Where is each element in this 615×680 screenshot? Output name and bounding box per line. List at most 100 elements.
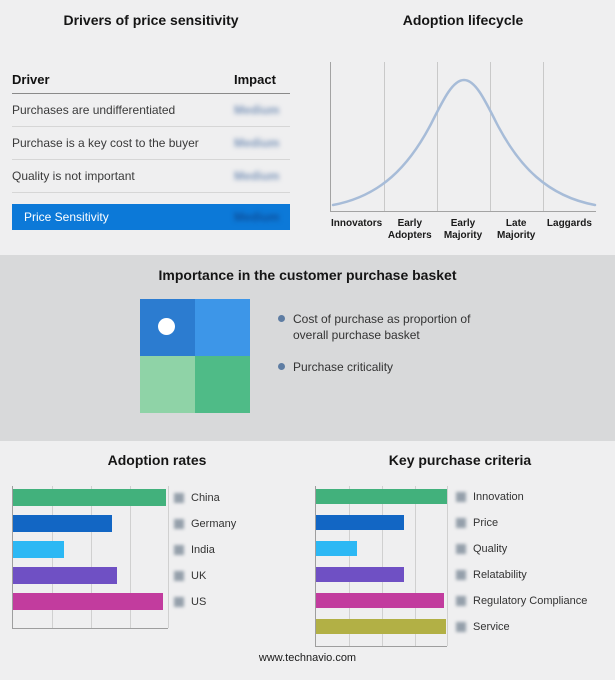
legend-item: Service — [456, 619, 510, 634]
bar-innovation — [316, 489, 447, 504]
lifecycle-curve-path — [331, 78, 597, 207]
lifecycle-stage-labels: Innovators Early Adopters Early Majority… — [330, 218, 596, 242]
bar-price — [316, 515, 404, 530]
driver-cell: Quality is not important — [12, 169, 135, 183]
table-row: Purchase is a key cost to the buyer Medi… — [12, 127, 290, 160]
lifecycle-title: Adoption lifecycle — [402, 12, 524, 28]
price-sensitivity-summary-row: Price Sensitivity Medium — [12, 204, 290, 230]
legend-item: China — [174, 489, 220, 506]
legend-item: India — [174, 541, 215, 558]
legend-icon-blurred — [174, 596, 184, 607]
legend-label-service: Service — [473, 620, 510, 633]
bullet-icon — [278, 315, 285, 322]
legend-icon-blurred — [174, 544, 184, 555]
bullet-item: Purchase criticality — [278, 359, 500, 375]
bar-germany — [13, 515, 113, 532]
impact-value-blurred: Medium — [234, 103, 280, 117]
stage-label-early-adopters: Early Adopters — [387, 218, 432, 241]
bar-china — [13, 489, 167, 506]
drivers-table-header: Driver Impact — [12, 66, 290, 94]
drivers-table: Driver Impact Purchases are undifferenti… — [12, 66, 290, 230]
legend-icon-blurred — [456, 491, 466, 502]
quadrant-bottom-right — [195, 356, 250, 413]
driver-cell: Purchase is a key cost to the buyer — [12, 136, 199, 150]
bar-quality — [316, 541, 357, 556]
lifecycle-curve — [331, 78, 597, 207]
key-purchase-plot — [315, 486, 448, 647]
legend-icon-blurred — [456, 569, 466, 580]
gridline — [130, 486, 131, 628]
basket-band: Importance in the customer purchase bask… — [0, 255, 615, 441]
stage-label-late-majority: Late Majority — [497, 218, 536, 241]
gridline — [168, 486, 169, 628]
legend-icon-blurred — [456, 543, 466, 554]
legend-item: UK — [174, 567, 206, 584]
legend-label-us: US — [191, 595, 207, 608]
legend-item: Relatability — [456, 567, 527, 582]
legend-item: US — [174, 593, 206, 610]
impact-value-blurred: Medium — [234, 136, 280, 150]
legend-label-relatability: Relatability — [473, 568, 527, 581]
column-header-impact: Impact — [234, 72, 276, 87]
legend-item: Regulatory Compliance — [456, 593, 587, 608]
legend-icon-blurred — [174, 518, 184, 529]
legend-label-india: India — [191, 543, 215, 556]
table-row: Quality is not important Medium — [12, 160, 290, 193]
gridline — [447, 486, 448, 646]
bullet-text: Cost of purchase as proportion of overal… — [293, 312, 471, 343]
gridline — [382, 486, 383, 646]
impact-value-blurred: Medium — [234, 210, 280, 224]
legend-label-regulatory-compliance: Regulatory Compliance — [473, 594, 588, 607]
basket-bullets: Cost of purchase as proportion of overal… — [278, 311, 500, 392]
bullet-icon — [278, 363, 285, 371]
bar-service — [316, 619, 446, 634]
basket-title: Importance in the customer purchase bask… — [158, 267, 457, 283]
legend-icon-blurred — [456, 595, 466, 606]
legend-label-price: Price — [473, 516, 499, 529]
legend-item: Price — [456, 515, 498, 530]
legend-icon-blurred — [174, 492, 184, 503]
bullet-item: Cost of purchase as proportion of overal… — [278, 311, 500, 343]
legend-icon-blurred — [456, 517, 466, 528]
stage-divider — [437, 62, 438, 211]
legend-label-china: China — [191, 491, 220, 504]
legend-icon-blurred — [456, 621, 466, 632]
adoption-rates-title: Adoption rates — [107, 452, 207, 468]
stage-divider — [384, 62, 385, 211]
stage-divider — [490, 62, 491, 211]
spacer — [12, 193, 290, 204]
legend-item: Innovation — [456, 489, 524, 504]
table-row: Purchases are undifferentiated Medium — [12, 94, 290, 127]
bar-us — [13, 593, 164, 610]
bar-relatability — [316, 567, 404, 582]
quadrant-top-left — [140, 299, 195, 356]
gridline — [349, 486, 350, 646]
purchase-basket-quadrant — [140, 299, 250, 413]
technavio-url: www.technavio.com — [258, 652, 357, 664]
impact-value-blurred: Medium — [234, 169, 280, 183]
bullet-text: Purchase criticality — [293, 360, 394, 375]
position-dot — [158, 318, 175, 335]
bar-uk — [13, 567, 117, 584]
stage-label-innovators: Innovators — [331, 218, 383, 229]
legend-item: Germany — [174, 515, 236, 532]
bar-india — [13, 541, 65, 558]
legend-label-innovation: Innovation — [473, 490, 524, 503]
adoption-rates-plot — [12, 486, 169, 629]
legend-item: Quality — [456, 541, 507, 556]
legend-icon-blurred — [174, 570, 184, 581]
stage-label-laggards: Laggards — [546, 218, 592, 229]
bar-regulatory-compliance — [316, 593, 445, 608]
drivers-title: Drivers of price sensitivity — [63, 12, 239, 28]
legend-label-germany: Germany — [191, 517, 237, 530]
key-purchase-criteria-title: Key purchase criteria — [388, 452, 532, 468]
stage-label-early-majority: Early Majority — [443, 218, 483, 241]
stage-divider — [543, 62, 544, 211]
lifecycle-plot — [330, 62, 597, 212]
gridline — [415, 486, 416, 646]
legend-label-quality: Quality — [473, 542, 508, 555]
column-header-driver: Driver — [12, 72, 50, 87]
driver-cell: Purchases are undifferentiated — [12, 103, 176, 117]
quadrant-top-right — [195, 299, 250, 356]
